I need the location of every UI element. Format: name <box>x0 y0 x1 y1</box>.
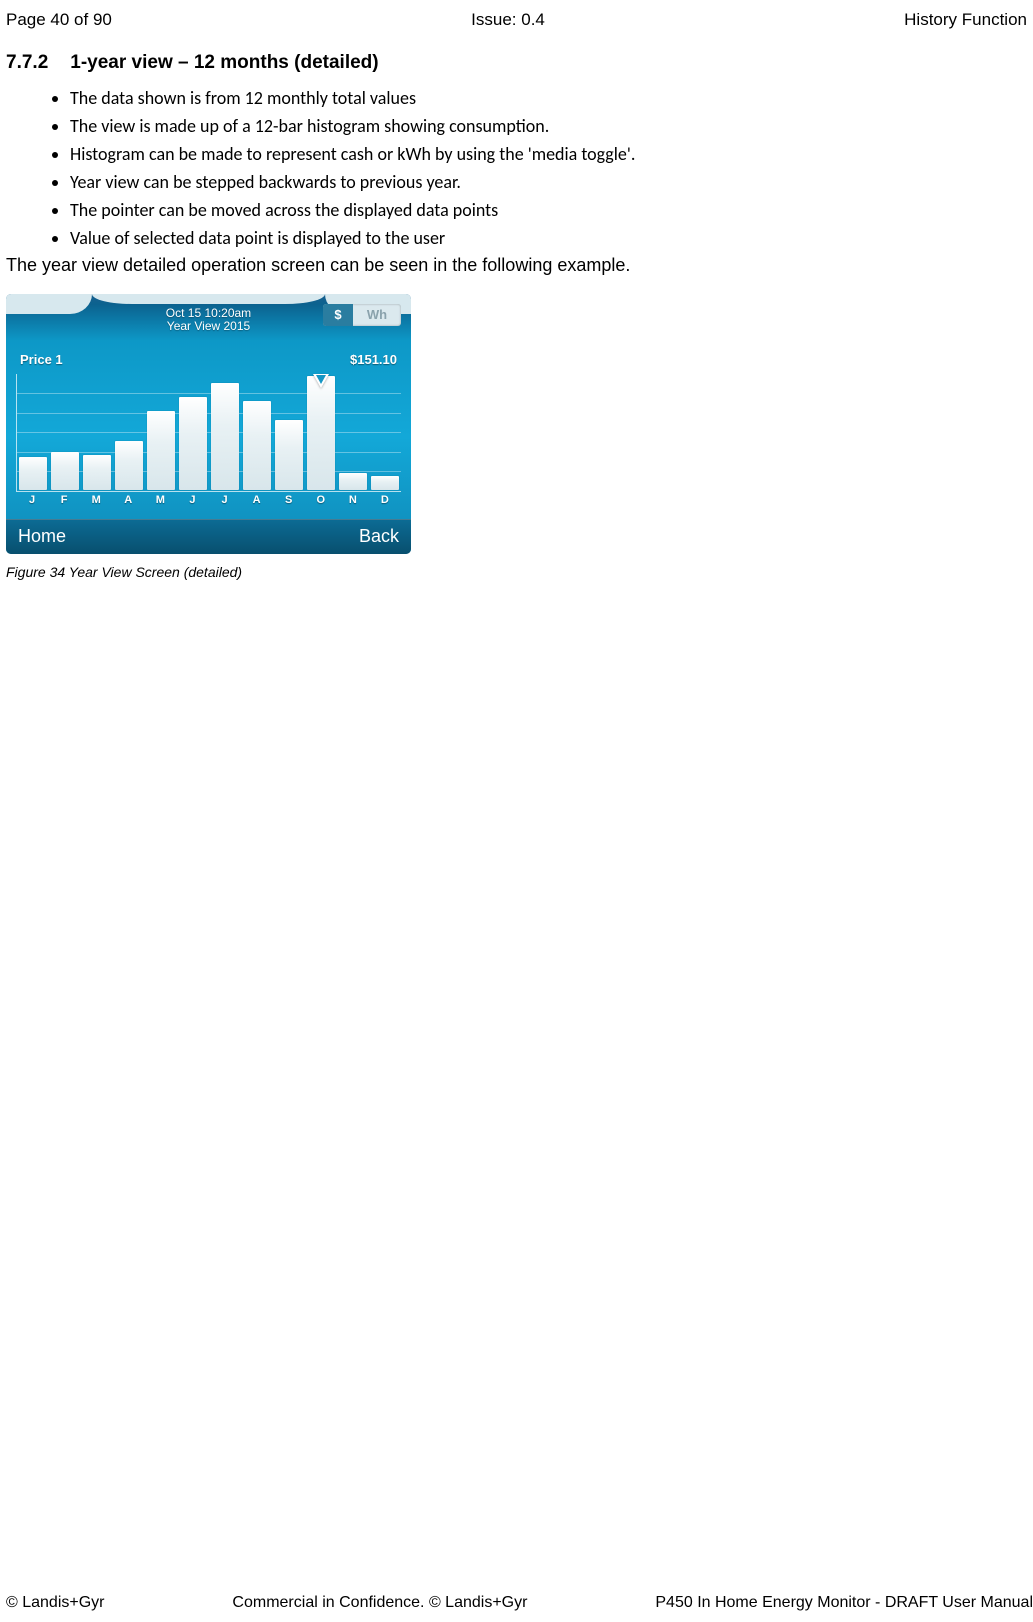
bar[interactable] <box>211 383 239 490</box>
month-label: A <box>114 494 142 512</box>
month-label: A <box>243 494 271 512</box>
hdr-center: Issue: 0.4 <box>471 10 545 30</box>
ftr-left: © Landis+Gyr <box>6 1594 105 1612</box>
pointer-icon[interactable] <box>313 374 329 388</box>
month-label: J <box>178 494 206 512</box>
selected-value: $151.10 <box>350 352 397 367</box>
bar[interactable] <box>147 411 175 490</box>
list-item: The pointer can be moved across the disp… <box>70 196 1033 224</box>
hdr-right: History Function <box>904 10 1027 30</box>
bars-container <box>19 374 399 490</box>
figure-caption: Figure 34 Year View Screen (detailed) <box>6 554 1027 580</box>
device-screenshot: Oct 15 10:20am Year View 2015 $ Wh Price… <box>6 294 411 554</box>
section-heading: 7.7.2 1-year view – 12 months (detailed) <box>0 30 1033 78</box>
price-label: Price 1 <box>20 352 63 367</box>
media-toggle[interactable]: $ Wh <box>323 304 401 326</box>
chart-frame <box>16 374 401 492</box>
list-item: Year view can be stepped backwards to pr… <box>70 168 1033 196</box>
bullet-list: The data shown is from 12 monthly total … <box>0 84 1033 253</box>
month-label: M <box>146 494 174 512</box>
list-item: Value of selected data point is displaye… <box>70 224 1033 252</box>
bar[interactable] <box>179 397 207 490</box>
bar[interactable] <box>275 420 303 490</box>
bottom-bar: Home Back <box>6 519 411 554</box>
page-header: Page 40 of 90 Issue: 0.4 History Functio… <box>0 0 1033 30</box>
bar[interactable] <box>243 401 271 489</box>
bar[interactable] <box>19 457 47 489</box>
month-label: M <box>82 494 110 512</box>
list-item: The view is made up of a 12-bar histogra… <box>70 112 1033 140</box>
ftr-right: P450 In Home Energy Monitor - DRAFT User… <box>655 1594 1033 1612</box>
month-label: S <box>275 494 303 512</box>
year-chart: Price 1 $151.10 JFMAMJJASOND <box>16 352 401 514</box>
bar[interactable] <box>371 476 399 490</box>
figure: Oct 15 10:20am Year View 2015 $ Wh Price… <box>0 276 1033 580</box>
bar[interactable] <box>51 452 79 489</box>
ftr-center: Commercial in Confidence. © Landis+Gyr <box>232 1594 527 1612</box>
section-title-text: 1-year view – 12 months (detailed) <box>70 52 378 73</box>
bar[interactable] <box>115 441 143 490</box>
paragraph: The year view detailed operation screen … <box>0 255 1033 276</box>
month-label: F <box>50 494 78 512</box>
toggle-wh[interactable]: Wh <box>353 307 401 322</box>
section-number: 7.7.2 <box>6 52 48 74</box>
hdr-left: Page 40 of 90 <box>6 10 112 30</box>
page-footer: © Landis+Gyr Commercial in Confidence. ©… <box>6 1594 1033 1612</box>
month-label: J <box>210 494 238 512</box>
bar[interactable] <box>83 455 111 490</box>
back-button[interactable]: Back <box>359 526 399 547</box>
bar[interactable] <box>307 376 335 490</box>
month-label: J <box>18 494 46 512</box>
toggle-dollar[interactable]: $ <box>323 304 353 326</box>
month-label: O <box>307 494 335 512</box>
list-item: The data shown is from 12 monthly total … <box>70 84 1033 112</box>
bar[interactable] <box>339 473 367 489</box>
month-label: N <box>339 494 367 512</box>
list-item: Histogram can be made to represent cash … <box>70 140 1033 168</box>
month-label: D <box>371 494 399 512</box>
home-button[interactable]: Home <box>18 526 66 547</box>
x-axis: JFMAMJJASOND <box>18 494 399 512</box>
